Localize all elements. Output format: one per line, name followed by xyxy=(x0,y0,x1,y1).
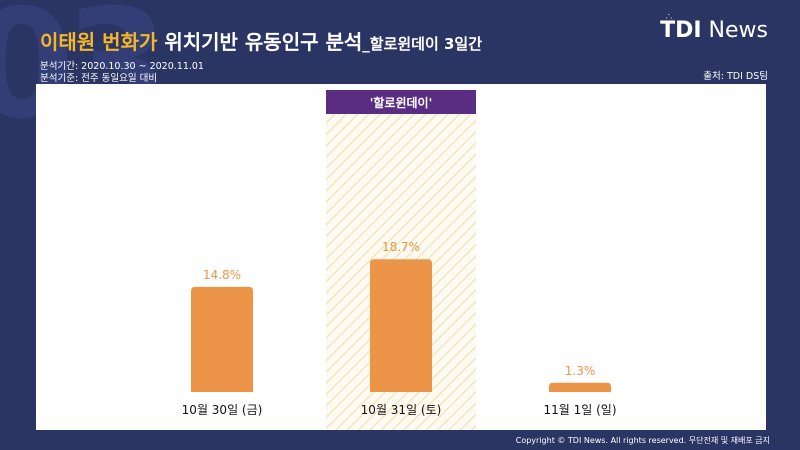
highlight-label-box xyxy=(326,90,476,114)
x-tick-label: 10월 31일 (토) xyxy=(361,403,442,417)
bar xyxy=(370,259,432,392)
chart-panel: '할로윈데이' 14.8% 10월 30일 (금) 18.7% 10월 31일 (토) 1… xyxy=(36,84,766,430)
highlight-label: '할로윈데이' xyxy=(370,95,433,110)
analysis-period: 분석기간: 2020.10.30 ~ 2020.11.01 xyxy=(40,61,204,72)
title-main: 위치기반 유동인구 분석 xyxy=(157,30,363,54)
data-label: 1.3% xyxy=(565,364,596,378)
bar-chart: '할로윈데이' 14.8% 10월 30일 (금) 18.7% 10월 31일 (토) 1… xyxy=(182,90,617,430)
logo-news: News xyxy=(708,18,768,43)
page-title: 이태원 번화가 위치기반 유동인구 분석_할로윈데이 3일간 xyxy=(40,26,482,55)
x-tick-label: 10월 30일 (금) xyxy=(182,403,263,417)
data-label: 14.8% xyxy=(203,268,241,282)
copyright-text: Copyright © TDI News. All rights reserve… xyxy=(515,436,770,445)
bar xyxy=(549,382,611,392)
source-note: 출처: TDI DS팀 xyxy=(703,71,768,82)
title-subtitle: _할로윈데이 3일간 xyxy=(362,35,483,53)
tdi-news-logo: TDI News xyxy=(660,18,768,43)
x-tick-label: 11월 1일 (일) xyxy=(543,403,616,417)
analysis-basis: 분석기준: 전주 동일요일 대비 xyxy=(40,73,158,84)
title-highlight: 이태원 번화가 xyxy=(40,30,158,54)
logo-tdi: TDI xyxy=(660,18,702,43)
data-label: 18.7% xyxy=(382,240,420,254)
bar xyxy=(191,286,253,392)
logo-dots-icon: ⁛ xyxy=(665,14,672,23)
